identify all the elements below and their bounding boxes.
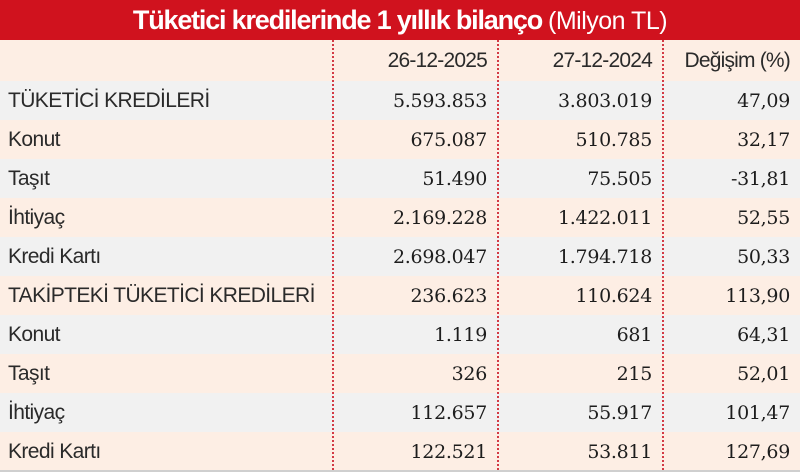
row-label: Taşıt bbox=[8, 166, 50, 190]
value-2024: 215 bbox=[616, 362, 653, 385]
header-label bbox=[0, 40, 332, 81]
value-change: 52,55 bbox=[737, 206, 790, 229]
row-label: Konut bbox=[8, 322, 60, 346]
value-2024: 681 bbox=[616, 323, 653, 346]
title-main: Tüketici kredilerinde 1 yıllık bilanço bbox=[132, 5, 543, 35]
table-title: Tüketici kredilerinde 1 yıllık bilanço (M… bbox=[0, 0, 800, 40]
table-row: TAKİPTEKİ TÜKETİCİ KREDİLERİ 236.623 110… bbox=[0, 276, 800, 315]
table-header-row: 26-12-2025 27-12-2024 Değişim (%) bbox=[0, 40, 800, 81]
value-change: 47,09 bbox=[737, 89, 790, 112]
row-label: Kredi Kartı bbox=[8, 439, 101, 463]
value-2024: 75.505 bbox=[587, 167, 652, 190]
header-2025: 26-12-2025 bbox=[387, 48, 488, 72]
column-divider bbox=[662, 40, 664, 470]
column-divider bbox=[497, 40, 499, 470]
value-2024: 3.803.019 bbox=[558, 89, 652, 112]
value-2025: 51.490 bbox=[422, 167, 487, 190]
value-2025: 112.657 bbox=[410, 401, 488, 424]
table-row: Taşıt 326 215 52,01 bbox=[0, 354, 800, 393]
value-2024: 53.811 bbox=[587, 440, 652, 463]
value-change: 64,31 bbox=[737, 323, 790, 346]
table-row: Konut 1.119 681 64,31 bbox=[0, 315, 800, 354]
value-2025: 122.521 bbox=[410, 440, 488, 463]
value-2025: 2.169.228 bbox=[393, 206, 487, 229]
value-2025: 2.698.047 bbox=[393, 245, 487, 268]
value-2025: 326 bbox=[451, 362, 488, 385]
table-row: İhtiyaç 112.657 55.917 101,47 bbox=[0, 393, 800, 432]
table-row: Kredi Kartı 122.521 53.811 127,69 bbox=[0, 432, 800, 471]
table-bottom-border bbox=[0, 470, 800, 472]
table-row: İhtiyaç 2.169.228 1.422.011 52,55 bbox=[0, 198, 800, 237]
credit-balance-table: 26-12-2025 27-12-2024 Değişim (%) TÜKETİ… bbox=[0, 40, 800, 471]
table-row: Taşıt 51.490 75.505 -31,81 bbox=[0, 159, 800, 198]
value-change: 127,69 bbox=[725, 440, 790, 463]
title-unit: (Milyon TL) bbox=[548, 7, 668, 35]
value-change: 32,17 bbox=[737, 128, 790, 151]
table-row: Konut 675.087 510.785 32,17 bbox=[0, 120, 800, 159]
column-divider bbox=[332, 40, 334, 470]
row-label: Taşıt bbox=[8, 361, 50, 385]
value-change: 101,47 bbox=[725, 401, 790, 424]
table-row: TÜKETİCİ KREDİLERİ 5.593.853 3.803.019 4… bbox=[0, 81, 800, 120]
value-change: 52,01 bbox=[737, 362, 790, 385]
value-2025: 675.087 bbox=[410, 128, 488, 151]
value-change: 50,33 bbox=[737, 245, 790, 268]
row-label: TAKİPTEKİ TÜKETİCİ KREDİLERİ bbox=[8, 283, 315, 307]
row-label: TÜKETİCİ KREDİLERİ bbox=[8, 88, 210, 112]
value-2025: 236.623 bbox=[410, 284, 488, 307]
value-change: -31,81 bbox=[730, 167, 790, 190]
value-2024: 510.785 bbox=[575, 128, 653, 151]
row-label: İhtiyaç bbox=[8, 205, 65, 229]
row-label: Kredi Kartı bbox=[8, 244, 101, 268]
value-2024: 110.624 bbox=[575, 284, 653, 307]
value-2024: 1.794.718 bbox=[558, 245, 652, 268]
value-2024: 1.422.011 bbox=[558, 206, 652, 229]
value-2025: 1.119 bbox=[434, 323, 487, 346]
row-label: İhtiyaç bbox=[8, 400, 65, 424]
value-change: 113,90 bbox=[725, 284, 790, 307]
value-2024: 55.917 bbox=[587, 401, 652, 424]
header-2024: 27-12-2024 bbox=[552, 48, 653, 72]
table-row: Kredi Kartı 2.698.047 1.794.718 50,33 bbox=[0, 237, 800, 276]
header-change: Değişim (%) bbox=[684, 48, 790, 72]
value-2025: 5.593.853 bbox=[393, 89, 487, 112]
row-label: Konut bbox=[8, 127, 60, 151]
